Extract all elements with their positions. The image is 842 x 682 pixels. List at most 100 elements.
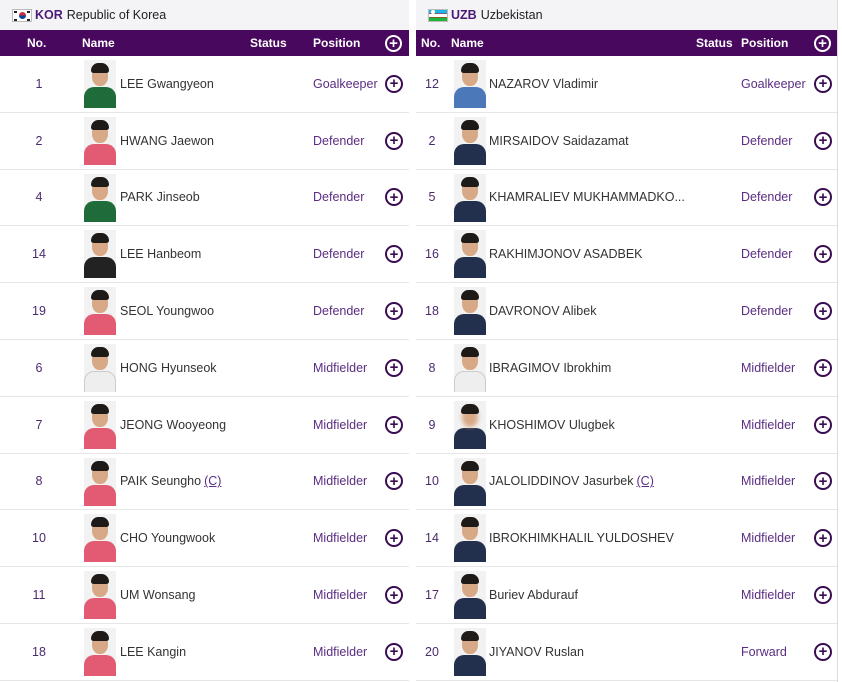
player-name-text: IBRAGIMOV Ibrokhim — [489, 360, 612, 375]
player-name[interactable]: RAKHIMJONOV ASADBEK — [489, 247, 643, 261]
plus-circle-icon[interactable]: + — [814, 415, 832, 434]
plus-circle-icon[interactable]: + — [385, 131, 403, 150]
player-photo — [84, 287, 116, 336]
plus-circle-icon[interactable]: + — [814, 529, 832, 548]
plus-circle-icon[interactable]: + — [814, 245, 832, 264]
player-position: Midfielder — [313, 644, 368, 659]
plus-circle-icon[interactable]: + — [385, 34, 402, 52]
player-name[interactable]: DAVRONOV Alibek — [489, 304, 596, 318]
table-row[interactable]: 6 HONG Hyunseok Midfielder + — [0, 340, 409, 397]
table-row[interactable]: 18 LEE Kangin Midfielder + — [0, 624, 409, 681]
player-name[interactable]: JEONG Wooyeong — [120, 418, 226, 432]
col-header-no: No. — [27, 36, 47, 50]
captain-badge[interactable]: (C) — [636, 474, 654, 489]
player-name[interactable]: MIRSAIDOV Saidazamat — [489, 134, 629, 148]
table-row[interactable]: 18 DAVRONOV Alibek Defender + — [416, 283, 837, 340]
plus-circle-icon[interactable]: + — [385, 415, 403, 434]
player-position: Goalkeeper — [741, 76, 806, 91]
col-header-name: Name — [451, 36, 484, 50]
player-name[interactable]: PAIK Seungho (C) — [120, 474, 221, 488]
player-name[interactable]: JIYANOV Ruslan — [489, 645, 584, 659]
table-row[interactable]: 9 KHOSHIMOV Ulugbek Midfielder + — [416, 397, 837, 454]
plus-circle-icon[interactable]: + — [814, 131, 832, 150]
player-list: 1 LEE Gwangyeon Goalkeeper +2 HWANG Jaewon De… — [0, 56, 409, 681]
table-row[interactable]: 14 LEE Hanbeom Defender + — [0, 226, 409, 284]
player-name[interactable]: IBROKHIMKHALIL YULDOSHEV — [489, 531, 674, 545]
plus-circle-icon[interactable]: + — [385, 642, 403, 661]
player-name[interactable]: LEE Hanbeom — [120, 247, 201, 261]
plus-circle-icon[interactable]: + — [814, 188, 832, 207]
table-row[interactable]: 19 SEOL Youngwoo Defender + — [0, 283, 409, 340]
player-name[interactable]: KHOSHIMOV Ulugbek — [489, 418, 615, 432]
table-header: No. Name Status Position + — [0, 30, 409, 56]
plus-circle-icon[interactable]: + — [385, 472, 403, 491]
plus-circle-icon[interactable]: + — [814, 358, 832, 377]
table-row[interactable]: 8 IBRAGIMOV Ibrokhim Midfielder + — [416, 340, 837, 397]
player-position: Midfielder — [741, 417, 796, 432]
plus-circle-icon[interactable]: + — [385, 302, 403, 321]
player-name[interactable]: UM Wonsang — [120, 588, 196, 602]
table-row[interactable]: 17 Buriev Abdurauf Midfielder + — [416, 567, 837, 624]
table-row[interactable]: 11 UM Wonsang Midfielder + — [0, 567, 409, 624]
table-row[interactable]: 12 NAZAROV Vladimir Goalkeeper + — [416, 56, 837, 113]
player-name[interactable]: CHO Youngwook — [120, 531, 215, 545]
player-name[interactable]: LEE Kangin — [120, 645, 186, 659]
table-row[interactable]: 5 KHAMRALIEV MUKHAMMADKO... Defender + — [416, 170, 837, 227]
player-photo — [454, 514, 486, 563]
player-position: Midfielder — [741, 360, 796, 375]
player-name[interactable]: SEOL Youngwoo — [120, 304, 214, 318]
plus-circle-icon[interactable]: + — [385, 245, 403, 264]
player-name-text: CHO Youngwook — [120, 531, 216, 546]
table-row[interactable]: 2 MIRSAIDOV Saidazamat Defender + — [416, 113, 837, 170]
player-position: Midfielder — [313, 531, 368, 546]
table-row[interactable]: 10 CHO Youngwook Midfielder + — [0, 510, 409, 568]
col-header-position: Position — [741, 36, 789, 50]
plus-circle-icon[interactable]: + — [814, 74, 832, 93]
table-row[interactable]: 7 JEONG Wooyeong Midfielder + — [0, 397, 409, 454]
player-position: Midfielder — [313, 417, 368, 432]
table-row[interactable]: 8 PAIK Seungho (C) Midfielder + — [0, 454, 409, 511]
player-name[interactable]: KHAMRALIEV MUKHAMMADKO... — [489, 190, 685, 204]
player-name-text: UM Wonsang — [120, 588, 196, 603]
table-row[interactable]: 10 JALOLIDDINOV Jasurbek (C) Midfielder + — [416, 454, 837, 511]
plus-circle-icon[interactable]: + — [814, 642, 832, 661]
player-name[interactable]: Buriev Abdurauf — [489, 588, 578, 602]
player-name[interactable]: JALOLIDDINOV Jasurbek (C) — [489, 474, 654, 488]
plus-circle-icon[interactable]: + — [814, 302, 832, 321]
player-name[interactable]: NAZAROV Vladimir — [489, 77, 598, 91]
table-row[interactable]: 4 PARK Jinseob Defender + — [0, 170, 409, 227]
team-panel-uzb: UZB Uzbekistan No. Name Status Position … — [416, 0, 837, 681]
table-row[interactable]: 16 RAKHIMJONOV ASADBEK Defender + — [416, 226, 837, 284]
plus-circle-icon[interactable]: + — [385, 529, 403, 548]
player-name[interactable]: PARK Jinseob — [120, 190, 200, 204]
plus-circle-icon[interactable]: + — [814, 472, 832, 491]
plus-circle-icon[interactable]: + — [814, 586, 832, 605]
table-row[interactable]: 1 LEE Gwangyeon Goalkeeper + — [0, 56, 409, 113]
plus-circle-icon[interactable]: + — [385, 358, 403, 377]
player-position: Defender — [313, 133, 365, 148]
player-name-text: IBROKHIMKHALIL YULDOSHEV — [489, 531, 674, 546]
table-row[interactable]: 2 HWANG Jaewon Defender + — [0, 113, 409, 170]
player-name[interactable]: LEE Gwangyeon — [120, 77, 214, 91]
player-position: Goalkeeper — [313, 76, 378, 91]
player-photo — [84, 173, 116, 222]
table-row[interactable]: 14 IBROKHIMKHALIL YULDOSHEV Midfielder + — [416, 510, 837, 568]
player-number: 17 — [425, 588, 439, 603]
plus-circle-icon[interactable]: + — [385, 188, 403, 207]
player-name-text: PARK Jinseob — [120, 190, 200, 205]
plus-circle-icon[interactable]: + — [814, 34, 831, 52]
table-row[interactable]: 20 JIYANOV Ruslan Forward + — [416, 624, 837, 681]
plus-circle-icon[interactable]: + — [385, 586, 403, 605]
uzbekistan-flag-icon — [428, 8, 448, 22]
player-number: 10 — [32, 531, 46, 546]
player-name-text: JEONG Wooyeong — [120, 417, 227, 432]
player-number: 11 — [32, 588, 46, 603]
team-title-bar: UZB Uzbekistan — [416, 0, 837, 30]
player-photo — [454, 400, 486, 449]
plus-circle-icon[interactable]: + — [385, 74, 403, 93]
player-name[interactable]: HONG Hyunseok — [120, 361, 217, 375]
player-position: Forward — [741, 644, 787, 659]
captain-badge[interactable]: (C) — [204, 474, 222, 489]
player-name[interactable]: IBRAGIMOV Ibrokhim — [489, 361, 611, 375]
player-name[interactable]: HWANG Jaewon — [120, 134, 214, 148]
